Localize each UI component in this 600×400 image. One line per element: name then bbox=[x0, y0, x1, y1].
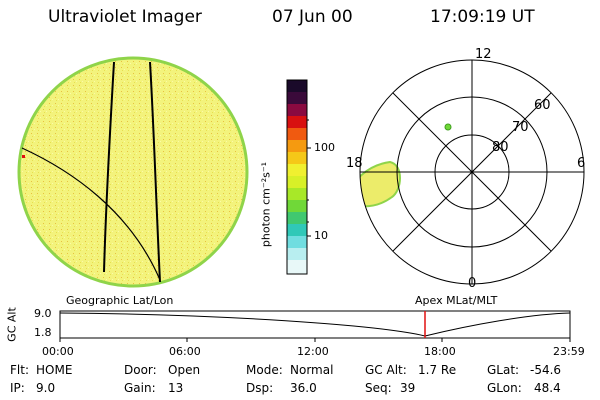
date-label: 07 Jun 00 bbox=[272, 7, 353, 27]
mode-label: Mode: bbox=[246, 363, 283, 377]
ip-label: IP: bbox=[10, 381, 25, 395]
polar-plot bbox=[359, 59, 585, 285]
seq-value: 39 bbox=[400, 381, 416, 395]
lat-label-80: 80 bbox=[492, 140, 509, 155]
satellite-marker bbox=[444, 123, 452, 131]
timeline-x-tick-0600: 06:00 bbox=[169, 345, 201, 358]
ip-value: 9.0 bbox=[36, 381, 56, 395]
mlt-label-18: 18 bbox=[346, 156, 363, 171]
dsp-label: Dsp: bbox=[246, 381, 274, 395]
glat-label: GLat: bbox=[487, 363, 520, 377]
colorbar bbox=[286, 79, 311, 275]
glat-value: -54.6 bbox=[530, 363, 562, 377]
flt-value: HOME bbox=[36, 363, 73, 377]
gain-value: 13 bbox=[168, 381, 184, 395]
gc-alt-value: 1.7 Re bbox=[418, 363, 457, 377]
dsp-value: 36.0 bbox=[290, 381, 317, 395]
lat-label-70: 70 bbox=[512, 120, 529, 135]
earth-disk-image bbox=[17, 56, 249, 288]
mlt-label-0: 0 bbox=[468, 276, 477, 291]
timeline-y-axis-label: GC Alt bbox=[5, 307, 19, 342]
gain-label: Gain: bbox=[124, 381, 156, 395]
red-marker bbox=[22, 155, 25, 158]
mode-value: Normal bbox=[290, 363, 334, 377]
glon-value: 48.4 bbox=[534, 381, 561, 395]
mlt-label-6: 6 bbox=[577, 156, 586, 171]
colorbar-unit-label: photon cm⁻²s⁻¹ bbox=[259, 161, 273, 248]
timeline-x-tick-1800: 18:00 bbox=[424, 345, 456, 358]
timeline-y-tick-1-8: 1.8 bbox=[34, 326, 52, 339]
time-label: 17:09:19 UT bbox=[430, 7, 535, 27]
meridian-line-1 bbox=[103, 61, 115, 273]
timeline-left-title: Geographic Lat/Lon bbox=[66, 294, 174, 307]
meridian-line-2 bbox=[149, 61, 161, 283]
glon-label: GLon: bbox=[487, 381, 522, 395]
door-value: Open bbox=[168, 363, 201, 377]
lat-label-60: 60 bbox=[534, 98, 551, 113]
timeline-y-tick-9: 9.0 bbox=[34, 307, 52, 320]
timeline-x-tick-0000: 00:00 bbox=[42, 345, 74, 358]
timeline-right-title: Apex MLat/MLT bbox=[415, 294, 498, 307]
gc-alt-label: GC Alt: bbox=[365, 363, 407, 377]
seq-label: Seq: bbox=[365, 381, 392, 395]
timeline-x-tick-1200: 12:00 bbox=[297, 345, 329, 358]
colorbar-tick-100: 100 bbox=[314, 141, 335, 154]
terminator-line bbox=[21, 147, 161, 281]
mlt-label-12: 12 bbox=[475, 47, 492, 62]
orbit-timeline bbox=[59, 310, 571, 342]
flt-label: Flt: bbox=[10, 363, 29, 377]
timeline-x-tick-2359: 23:59 bbox=[553, 345, 585, 358]
colorbar-tick-10: 10 bbox=[314, 229, 328, 242]
instrument-title: Ultraviolet Imager bbox=[48, 7, 202, 27]
door-label: Door: bbox=[124, 363, 157, 377]
